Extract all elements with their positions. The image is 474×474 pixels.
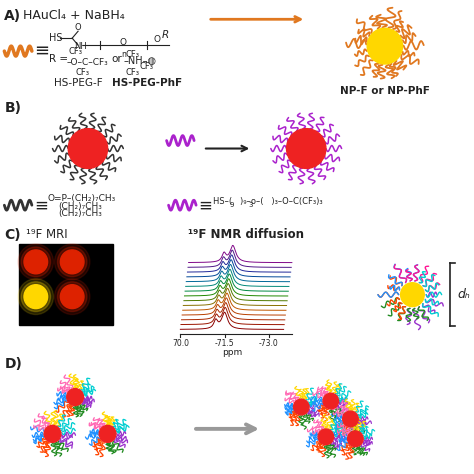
Text: NH: NH [74,42,87,51]
Text: n: n [121,50,126,59]
Text: 9: 9 [229,202,234,208]
Text: HS–(   )₉–o–(   )₃–O–C(CF₃)₃: HS–( )₉–o–( )₃–O–C(CF₃)₃ [213,197,322,206]
Bar [19,244,112,326]
Text: B): B) [4,101,21,115]
Circle shape [18,279,54,315]
Text: CF₃: CF₃ [125,50,139,59]
Text: or: or [111,54,122,64]
Text: C): C) [4,228,21,242]
Text: 70.0: 70.0 [172,339,189,348]
Text: ¹⁹F MRI: ¹⁹F MRI [26,228,68,241]
Circle shape [55,279,90,315]
Circle shape [401,283,424,307]
Text: HS-PEG-PhF: HS-PEG-PhF [112,78,182,88]
Circle shape [21,247,51,277]
Circle shape [68,128,108,168]
Text: ≡: ≡ [198,196,212,214]
Circle shape [67,389,83,406]
Text: CF₃: CF₃ [125,68,139,77]
Text: O: O [74,23,81,32]
Text: O=P–(CH₂)₇CH₃: O=P–(CH₂)₇CH₃ [47,194,116,203]
Text: –O–C–CF₃: –O–C–CF₃ [66,57,108,66]
Circle shape [60,250,84,274]
Text: dₕ: dₕ [458,288,471,301]
Circle shape [347,431,363,447]
Circle shape [21,282,51,311]
Circle shape [18,244,54,280]
Text: CF₃: CF₃ [139,62,153,71]
Circle shape [99,425,116,442]
Circle shape [57,282,87,311]
Text: -71.5: -71.5 [215,339,235,348]
Circle shape [318,429,334,445]
Circle shape [287,128,326,168]
Circle shape [323,393,338,409]
Text: O: O [154,35,161,44]
Text: R: R [162,30,169,40]
Text: CF₃: CF₃ [68,47,82,56]
Text: CF₃: CF₃ [75,68,89,77]
Text: ¹⁹F NMR diffusion: ¹⁹F NMR diffusion [188,228,304,241]
Text: 3: 3 [248,202,253,208]
Circle shape [44,425,61,442]
Circle shape [367,28,402,64]
Text: (CH₂)₇CH₃: (CH₂)₇CH₃ [58,209,102,218]
Circle shape [343,411,358,427]
Circle shape [57,247,87,277]
Text: A): A) [4,9,21,23]
Text: ppm: ppm [222,348,242,357]
Text: NP-F or NP-PhF: NP-F or NP-PhF [340,86,430,96]
Circle shape [24,250,47,274]
Circle shape [55,244,90,280]
Text: ≡: ≡ [34,196,48,214]
Circle shape [24,285,47,309]
Text: HS: HS [49,33,62,43]
Text: HAuCl₄ + NaBH₄: HAuCl₄ + NaBH₄ [23,9,125,22]
Text: R =: R = [49,54,71,64]
Text: O: O [120,37,127,46]
Text: ≡: ≡ [34,42,49,60]
Circle shape [60,285,84,309]
Text: HS-PEG-F: HS-PEG-F [54,78,102,88]
Text: -73.0: -73.0 [259,339,279,348]
Text: –NH–◍: –NH–◍ [123,56,156,66]
Circle shape [293,399,309,415]
Text: (CH₂)₇CH₃: (CH₂)₇CH₃ [58,201,102,210]
Text: D): D) [4,357,22,371]
